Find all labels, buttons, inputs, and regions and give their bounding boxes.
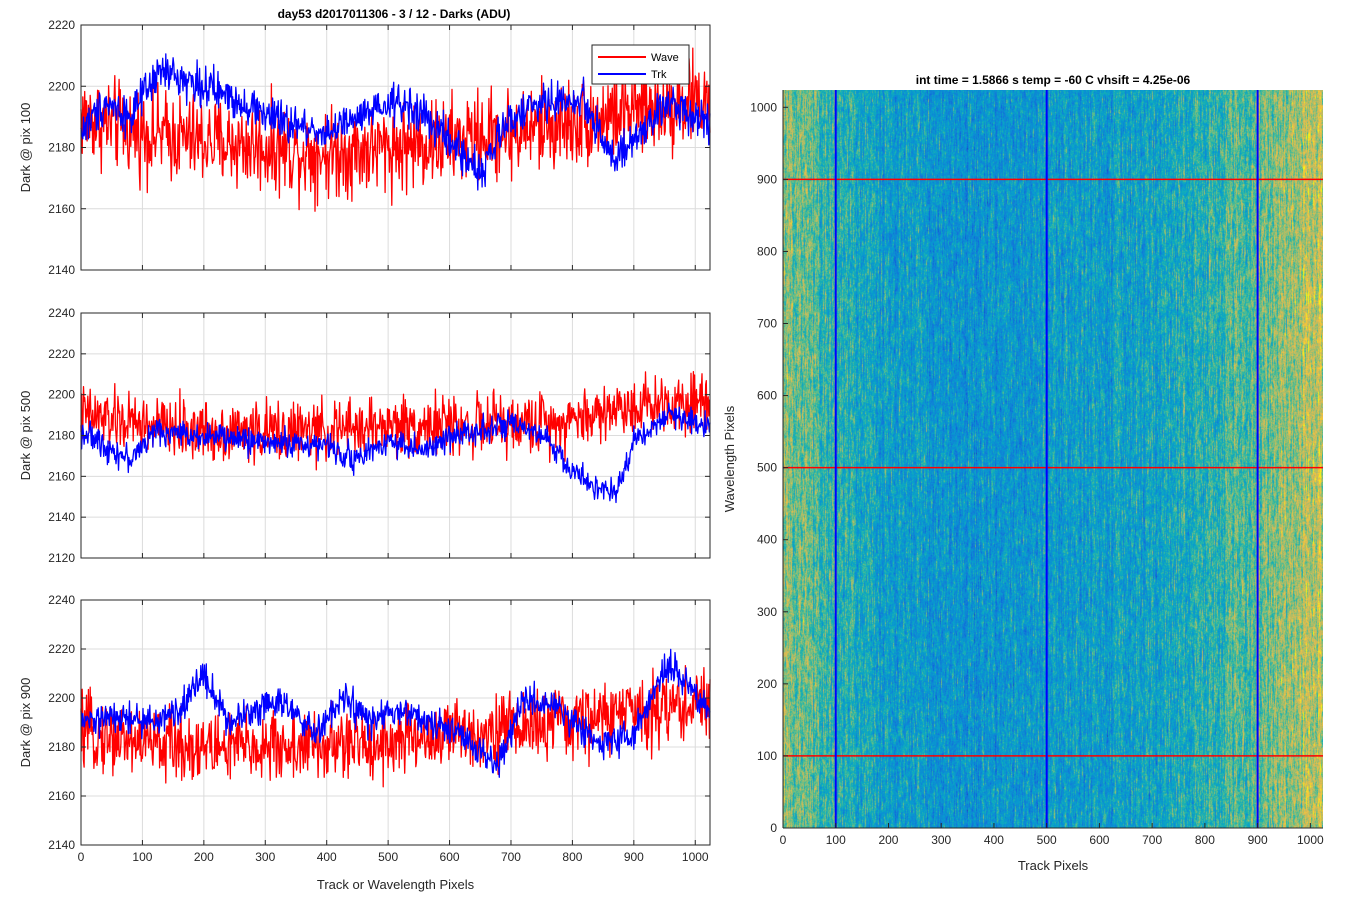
y-axis-label: Dark @ pix 900 (18, 678, 33, 768)
x-tick-label: 600 (440, 850, 460, 864)
dark-frame-image-panel: 0 100 200 300 400 500 600 700 800 900 1000 0 100 200 3… (722, 90, 1324, 873)
y-tick-label: 2200 (48, 388, 75, 402)
panel-dark-pix-900: 0 100 200 300 400 500 600 700 800 900 1000 2140 2160… (18, 593, 711, 892)
x-tick-label: 100 (132, 850, 152, 864)
x-tick-label: 500 (1037, 833, 1057, 847)
x-tick-label: 800 (1195, 833, 1215, 847)
y-tick-label: 600 (757, 389, 777, 403)
y-tick-label: 2180 (48, 429, 75, 443)
y-tick-label: 300 (757, 605, 777, 619)
y-tick-label: 2240 (48, 593, 75, 607)
panel-dark-pix-500: 2120 2140 2160 2180 2200 2220 2240 Dark @ pix 5… (18, 306, 711, 565)
series-line-trk (80, 648, 711, 778)
y-tick-label: 2140 (48, 263, 75, 277)
x-axis-label: Track Pixels (1018, 858, 1089, 873)
y-tick-label: 1000 (750, 100, 777, 114)
y-tick-label: 800 (757, 244, 777, 258)
axes-box (80, 599, 711, 846)
x-axis-label: Track or Wavelength Pixels (317, 877, 475, 892)
legend-wave-label: Wave (651, 52, 679, 64)
y-tick-label: 2140 (48, 510, 75, 524)
dark-frame-heatmap (783, 90, 1323, 828)
y-tick-label: 2180 (48, 141, 75, 155)
y-tick-label: 2220 (48, 347, 75, 361)
x-tick-label: 300 (931, 833, 951, 847)
y-tick-label: 400 (757, 533, 777, 547)
y-axis-label: Dark @ pix 100 (18, 103, 33, 193)
legend-box (591, 44, 690, 85)
y-tick-label: 500 (757, 461, 777, 475)
y-tick-label: 2160 (48, 469, 75, 483)
x-tick-label: 0 (780, 833, 787, 847)
x-tick-label: 800 (562, 850, 582, 864)
y-tick-label: 2240 (48, 306, 75, 320)
x-tick-label: 400 (984, 833, 1004, 847)
y-tick-label: 2200 (48, 691, 75, 705)
x-tick-label: 900 (624, 850, 644, 864)
x-tick-label: 400 (317, 850, 337, 864)
y-tick-label: 2220 (48, 642, 75, 656)
x-tick-label: 0 (78, 850, 85, 864)
x-tick-label: 1000 (1297, 833, 1324, 847)
x-tick-label: 300 (255, 850, 275, 864)
series-line-wave (80, 664, 711, 788)
x-tick-label: 500 (378, 850, 398, 864)
x-tick-label: 900 (1248, 833, 1268, 847)
x-tick-label: 100 (826, 833, 846, 847)
y-tick-label: 2160 (48, 202, 75, 216)
legend-trk-label: Trk (651, 69, 667, 81)
x-tick-label: 1000 (682, 850, 709, 864)
y-axis-label: Dark @ pix 500 (18, 391, 33, 481)
figure-title: day53 d2017011306 - 3 / 12 - Darks (ADU) (278, 7, 511, 21)
x-tick-label: 200 (878, 833, 898, 847)
y-tick-label: 900 (757, 172, 777, 186)
y-tick-label: 2180 (48, 740, 75, 754)
y-tick-label: 2160 (48, 789, 75, 803)
series-line-wave (80, 370, 711, 471)
y-tick-label: 200 (757, 677, 777, 691)
legend: Wave Trk (591, 44, 690, 85)
x-tick-label: 600 (1089, 833, 1109, 847)
series-line-wave (80, 47, 711, 212)
x-tick-label: 200 (194, 850, 214, 864)
y-tick-label: 100 (757, 749, 777, 763)
series-line-trk (80, 53, 711, 191)
y-tick-label: 2220 (48, 18, 75, 32)
y-tick-label: 2140 (48, 838, 75, 852)
series-line-trk (80, 402, 711, 504)
y-tick-label: 700 (757, 317, 777, 331)
y-axis-label: Wavelength Pixels (722, 405, 737, 512)
x-tick-label: 700 (1142, 833, 1162, 847)
y-tick-label: 0 (770, 821, 777, 835)
image-title: int time = 1.5866 s temp = -60 C vhsift … (916, 73, 1191, 87)
y-tick-label: 2120 (48, 551, 75, 565)
x-tick-label: 700 (501, 850, 521, 864)
y-tick-label: 2200 (48, 79, 75, 93)
